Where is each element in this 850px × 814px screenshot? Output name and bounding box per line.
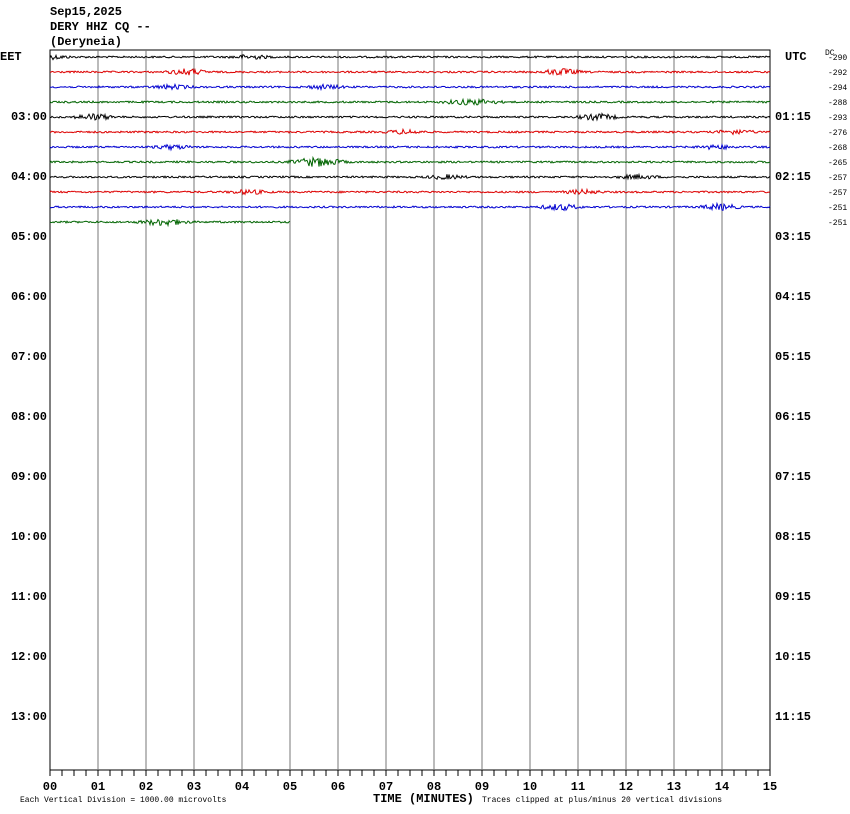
- x-tick-label: 14: [715, 780, 729, 794]
- left-label: 09:00: [11, 470, 47, 484]
- x-tick-label: 02: [139, 780, 153, 794]
- right-label: 10:15: [775, 650, 811, 664]
- x-tick-label: 04: [235, 780, 249, 794]
- left-zone: EET: [0, 50, 22, 64]
- x-tick-label: 11: [571, 780, 585, 794]
- x-tick-label: 03: [187, 780, 201, 794]
- trace: [49, 187, 771, 196]
- x-tick-label: 01: [91, 780, 105, 794]
- dc-value: -276: [828, 129, 847, 138]
- left-label: 04:00: [11, 170, 47, 184]
- dc-value: -288: [828, 99, 847, 108]
- dc-value: -257: [828, 174, 847, 183]
- station: DERY HHZ CQ --: [50, 20, 151, 34]
- dc-value: -290: [828, 54, 847, 63]
- date: Sep15,2025: [50, 5, 122, 19]
- x-tick-label: 08: [427, 780, 441, 794]
- clip-note: Traces clipped at plus/minus 20 vertical…: [482, 796, 722, 805]
- left-label: 12:00: [11, 650, 47, 664]
- right-label: 04:15: [775, 290, 811, 304]
- trace: [49, 143, 771, 152]
- trace: [49, 112, 771, 122]
- trace: [49, 172, 771, 181]
- right-label: 09:15: [775, 590, 811, 604]
- x-tick-label: 00: [43, 780, 57, 794]
- left-label: 10:00: [11, 530, 47, 544]
- left-label: 06:00: [11, 290, 47, 304]
- location: (Deryneia): [50, 35, 122, 49]
- trace: [49, 155, 771, 167]
- trace: [49, 127, 771, 136]
- right-zone: UTC: [785, 50, 807, 64]
- dc-value: -257: [828, 189, 847, 198]
- x-tick-label: 12: [619, 780, 633, 794]
- trace: [49, 218, 291, 228]
- x-axis-title: TIME (MINUTES): [373, 792, 474, 806]
- x-tick-label: 09: [475, 780, 489, 794]
- right-label: 02:15: [775, 170, 811, 184]
- trace: [49, 201, 771, 212]
- right-label: 07:15: [775, 470, 811, 484]
- dc-value: -293: [828, 114, 847, 123]
- right-label: 05:15: [775, 350, 811, 364]
- left-label: 08:00: [11, 410, 47, 424]
- dc-value: -265: [828, 159, 847, 168]
- left-label: 13:00: [11, 710, 47, 724]
- x-tick-label: 10: [523, 780, 537, 794]
- x-tick-label: 05: [283, 780, 297, 794]
- x-tick-label: 15: [763, 780, 777, 794]
- left-label: 05:00: [11, 230, 47, 244]
- dc-title: DC: [825, 49, 835, 58]
- right-label: 03:15: [775, 230, 811, 244]
- trace: [49, 53, 771, 61]
- right-label: 08:15: [775, 530, 811, 544]
- left-label: 11:00: [11, 590, 47, 604]
- right-label: 01:15: [775, 110, 811, 124]
- x-tick-label: 13: [667, 780, 681, 794]
- left-label: 07:00: [11, 350, 47, 364]
- right-label: 11:15: [775, 710, 811, 724]
- scale-note: Each Vertical Division = 1000.00 microvo…: [20, 796, 227, 805]
- dc-value: -292: [828, 69, 847, 78]
- dc-value: -268: [828, 144, 847, 153]
- trace: [49, 97, 771, 106]
- dc-value: -294: [828, 84, 847, 93]
- x-tick-label: 07: [379, 780, 393, 794]
- trace: [49, 67, 771, 77]
- right-label: 06:15: [775, 410, 811, 424]
- dc-value: -251: [828, 204, 847, 213]
- dc-value: -251: [828, 219, 847, 228]
- left-label: 03:00: [11, 110, 47, 124]
- x-tick-label: 06: [331, 780, 345, 794]
- trace: [50, 82, 771, 92]
